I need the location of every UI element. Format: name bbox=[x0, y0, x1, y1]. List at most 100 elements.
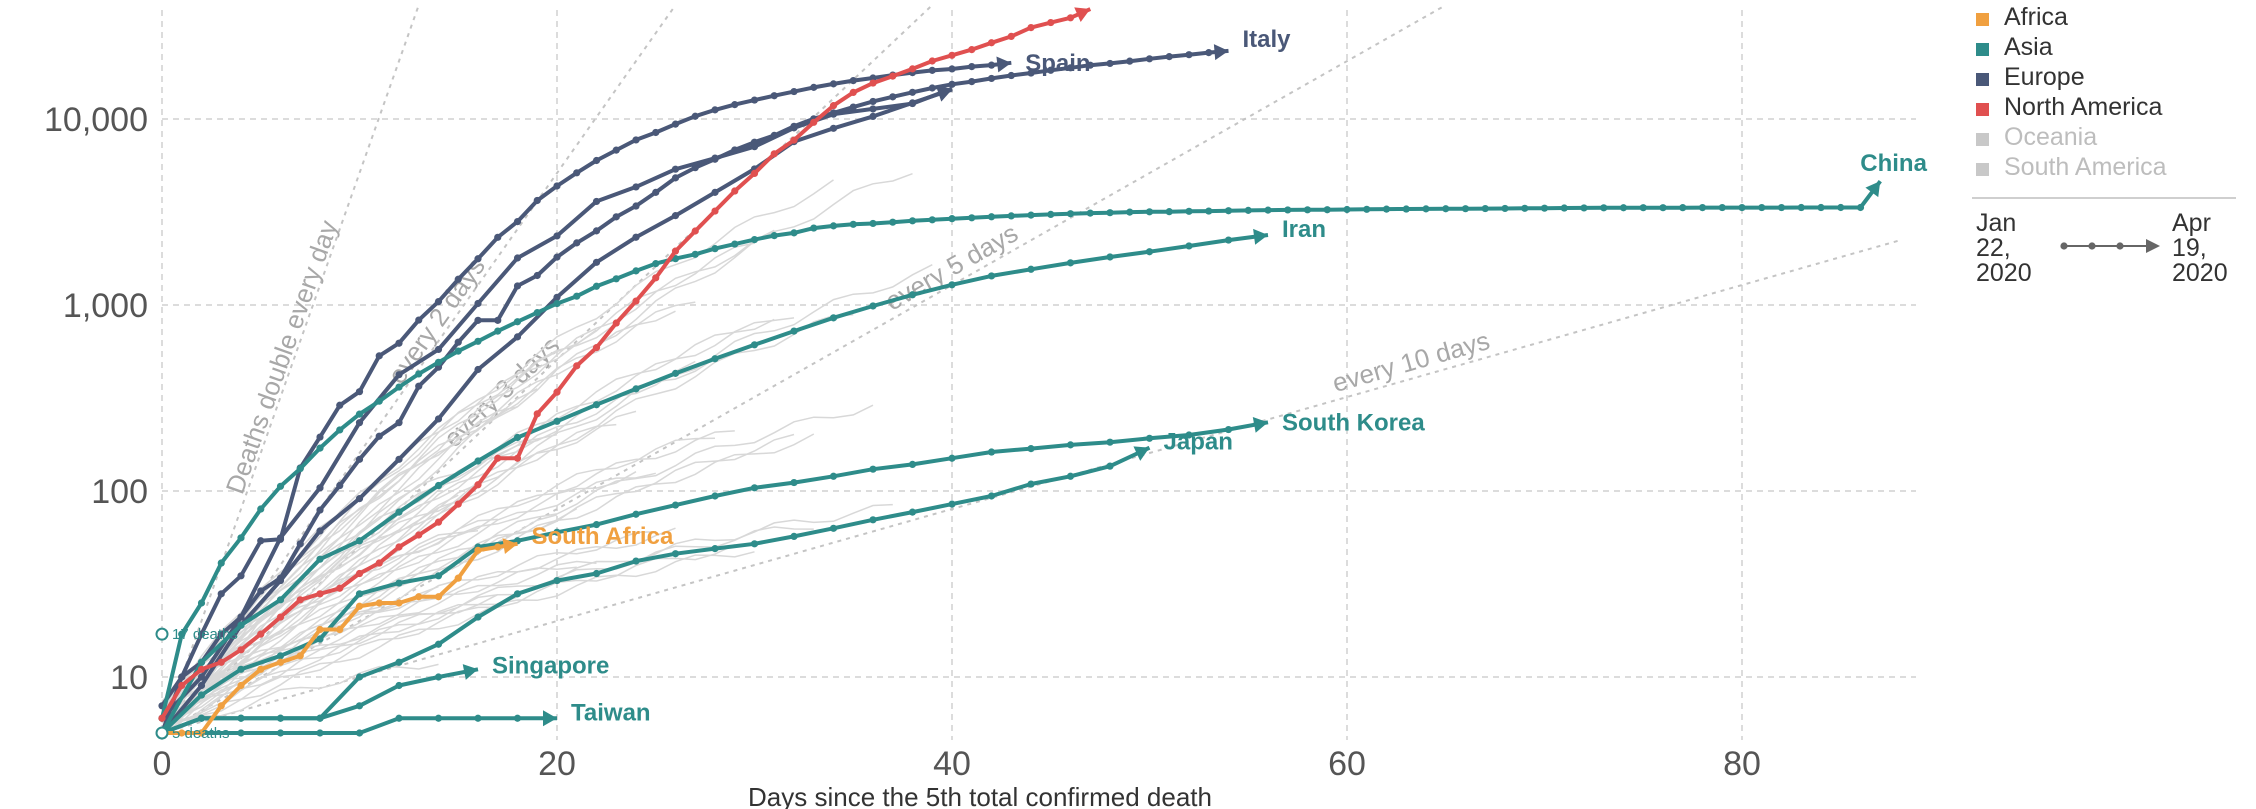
data-point-china bbox=[948, 215, 956, 223]
data-point-south-korea bbox=[750, 484, 759, 492]
data-point-united-states bbox=[810, 118, 818, 126]
data-point-japan bbox=[474, 613, 482, 621]
data-point-china bbox=[1047, 210, 1055, 218]
data-point-spain bbox=[553, 182, 561, 190]
data-point-taiwan bbox=[316, 729, 324, 737]
data-point-italy bbox=[908, 88, 917, 96]
data-point-italy bbox=[513, 282, 522, 290]
data-point-iran bbox=[1066, 259, 1075, 267]
data-point-spain bbox=[494, 233, 502, 241]
legend-swatch[interactable] bbox=[1976, 103, 1989, 116]
data-point-france bbox=[395, 455, 403, 463]
data-point-italy bbox=[336, 481, 344, 490]
series-line-italy bbox=[160, 48, 1229, 707]
data-point-japan bbox=[592, 569, 601, 578]
data-point-china bbox=[987, 213, 996, 221]
data-point-iran bbox=[395, 508, 403, 516]
background-country-line bbox=[161, 404, 874, 721]
data-point-italy bbox=[1086, 61, 1094, 69]
data-point-united-states bbox=[316, 590, 324, 598]
data-point-china bbox=[316, 444, 324, 452]
data-point-italy bbox=[1185, 51, 1193, 59]
legend-swatch[interactable] bbox=[1976, 43, 1989, 56]
data-point-singapore bbox=[197, 714, 206, 722]
data-point-taiwan bbox=[237, 729, 245, 737]
data-point-spain bbox=[454, 275, 462, 283]
data-point-china bbox=[1165, 208, 1173, 216]
x-tick-label: 0 bbox=[153, 745, 172, 783]
data-point-south-korea bbox=[711, 492, 719, 500]
data-point-iran bbox=[948, 281, 956, 289]
data-point-spain bbox=[711, 106, 719, 114]
data-point-united-states bbox=[434, 518, 443, 526]
data-point-united-states bbox=[829, 102, 838, 110]
legend-time-arrow bbox=[2146, 239, 2160, 253]
data-point-italy bbox=[1007, 71, 1015, 80]
legend-item-label[interactable]: Europe bbox=[2004, 63, 2085, 91]
data-point-france bbox=[711, 188, 719, 196]
data-point-united-states bbox=[573, 362, 581, 370]
legend-swatch[interactable] bbox=[1976, 13, 1989, 26]
legend-item-label[interactable]: Africa bbox=[2004, 3, 2068, 31]
data-point-spain bbox=[731, 101, 739, 109]
data-point-south-africa bbox=[197, 729, 206, 737]
legend-swatch[interactable] bbox=[1976, 133, 1989, 146]
data-point-united-states bbox=[1066, 14, 1075, 22]
annotation-marker bbox=[155, 726, 169, 740]
data-point-iran bbox=[790, 327, 798, 335]
legend-item-label[interactable]: Asia bbox=[2004, 33, 2053, 61]
legend-swatch[interactable] bbox=[1976, 73, 1989, 86]
data-point-iran bbox=[1027, 265, 1035, 273]
y-tick-label: 100 bbox=[91, 473, 148, 511]
data-point-china bbox=[573, 292, 581, 300]
data-point-china bbox=[1659, 204, 1667, 212]
data-point-china bbox=[336, 426, 344, 434]
legend-item-label[interactable]: North America bbox=[2004, 93, 2162, 121]
data-point-italy bbox=[632, 202, 640, 210]
legend-item-label[interactable]: South America bbox=[2004, 153, 2167, 181]
series-label-taiwan: Taiwan bbox=[571, 699, 651, 726]
data-point-united-kingdom bbox=[237, 613, 245, 621]
data-point-taiwan bbox=[513, 714, 522, 722]
data-point-iran bbox=[1224, 236, 1233, 244]
background-country-line bbox=[161, 593, 499, 734]
data-point-china bbox=[1540, 204, 1549, 212]
data-point-spain bbox=[612, 146, 620, 154]
data-point-united-kingdom bbox=[434, 345, 443, 354]
arrow-head-south-africa bbox=[502, 538, 518, 554]
legend-time-dot bbox=[2060, 242, 2068, 250]
data-point-china bbox=[237, 534, 245, 542]
annotation-marker bbox=[155, 627, 169, 641]
legend-swatch[interactable] bbox=[1976, 163, 1989, 176]
data-point-united-states bbox=[533, 410, 541, 418]
data-point-china bbox=[494, 327, 502, 335]
legend-item-label[interactable]: Oceania bbox=[2004, 123, 2097, 151]
data-point-china bbox=[1382, 205, 1391, 213]
data-point-south-africa bbox=[355, 602, 364, 610]
data-point-spain bbox=[849, 77, 857, 85]
data-point-spain bbox=[197, 630, 206, 638]
data-point-south-korea bbox=[1224, 425, 1233, 434]
data-point-china bbox=[1817, 203, 1825, 212]
legend-time-start: 2020 bbox=[1976, 259, 2032, 287]
data-point-france bbox=[474, 365, 482, 374]
data-point-united-kingdom bbox=[197, 673, 206, 681]
data-point-china bbox=[1244, 206, 1252, 214]
data-point-china bbox=[1738, 203, 1746, 212]
data-point-united-kingdom bbox=[829, 110, 838, 118]
data-point-united-states bbox=[454, 500, 462, 508]
data-point-china bbox=[1501, 204, 1509, 213]
data-point-china bbox=[1560, 204, 1568, 212]
background-country-line bbox=[161, 507, 578, 734]
data-point-spain bbox=[237, 572, 245, 580]
data-point-japan bbox=[553, 576, 561, 585]
data-point-china bbox=[197, 599, 206, 607]
data-point-united-kingdom bbox=[553, 232, 561, 240]
legend-time-start: 22, bbox=[1976, 234, 2011, 262]
data-point-south-africa bbox=[178, 729, 186, 737]
data-point-united-states bbox=[770, 150, 778, 158]
data-point-china bbox=[1363, 205, 1371, 213]
data-point-japan bbox=[869, 516, 877, 524]
data-point-japan bbox=[948, 500, 956, 508]
data-point-south-korea bbox=[1066, 441, 1075, 449]
